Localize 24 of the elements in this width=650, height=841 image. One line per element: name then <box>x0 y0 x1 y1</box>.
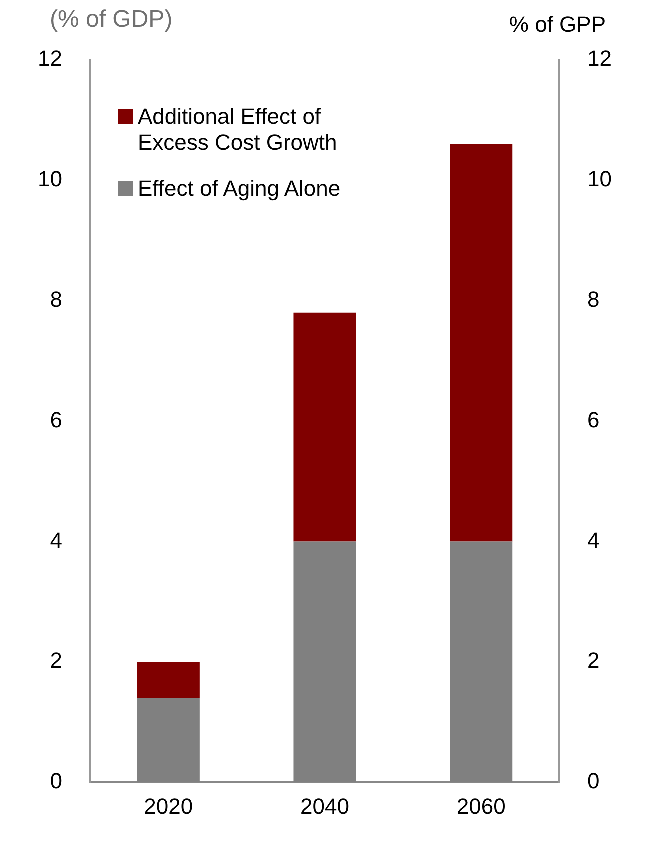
y2-tick-label: 0 <box>588 768 600 794</box>
legend-label: Effect of Aging Alone <box>138 176 342 202</box>
y2-tick-label: 8 <box>588 286 600 312</box>
x-tick-label: 2020 <box>144 794 194 819</box>
y-tick-label: 6 <box>50 407 62 432</box>
y-tick-label: 2 <box>50 648 62 674</box>
y-tick-label: 4 <box>50 528 62 553</box>
y-tick-label: 12 <box>38 46 62 72</box>
y2-axis-title: % of GPP <box>509 12 606 38</box>
x-tick-label: 2040 <box>300 794 350 819</box>
y2-tick-label: 4 <box>588 528 600 553</box>
legend-label: Additional Effect of Excess Cost Growth <box>138 104 338 156</box>
bar <box>137 662 200 698</box>
y-tick-label: 0 <box>50 768 62 794</box>
y2-tick-label: 2 <box>588 648 600 674</box>
y2-tick-label: 12 <box>588 46 612 72</box>
y-tick-label: 8 <box>50 286 62 312</box>
y2-tick-label: 10 <box>588 166 612 192</box>
bar <box>450 144 513 542</box>
y2-tick-label: 6 <box>588 407 600 432</box>
bar <box>294 312 356 542</box>
x-tick-label: 2060 <box>456 794 506 819</box>
y-axis-title: (% of GDP) <box>50 6 173 34</box>
y-tick-label: 10 <box>38 166 62 192</box>
